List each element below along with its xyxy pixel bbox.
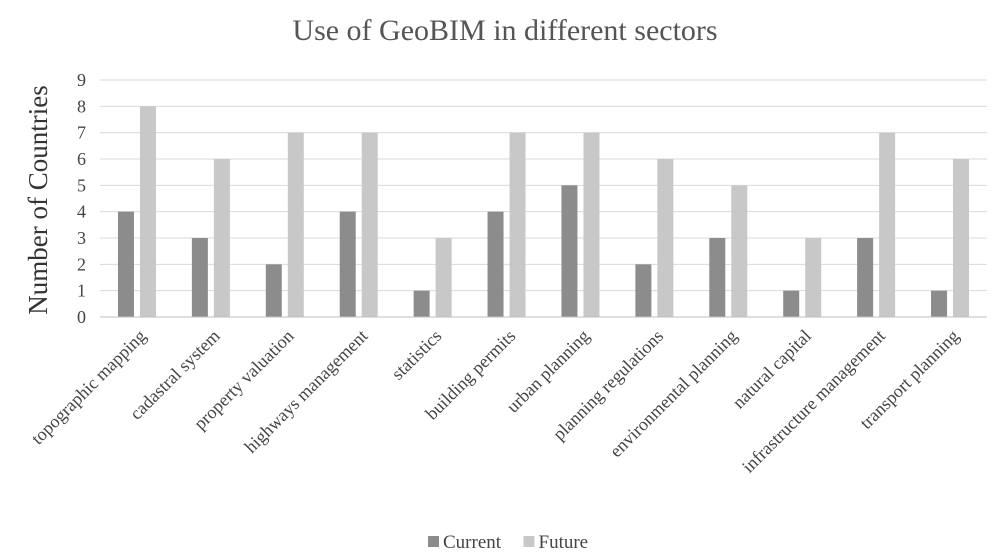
bar-future-1 xyxy=(139,106,156,317)
x-category-label: topographic mapping xyxy=(27,326,150,449)
x-category-label: highways management xyxy=(240,326,371,457)
bar-current-6 xyxy=(487,211,504,317)
bar-current-1 xyxy=(117,211,134,317)
gridlines xyxy=(100,79,987,292)
bar-future-4 xyxy=(361,132,378,317)
bar-future-5 xyxy=(435,238,452,317)
legend-swatch-future xyxy=(523,536,535,547)
bar-future-10 xyxy=(805,238,822,317)
bar-current-11 xyxy=(857,238,874,317)
y-tick-label: 2 xyxy=(77,254,86,274)
y-tick-label: 9 xyxy=(77,70,86,90)
y-tick-label: 7 xyxy=(77,123,86,143)
chart-title: Use of GeoBIM in different sectors xyxy=(292,14,717,47)
bar-current-9 xyxy=(709,238,726,317)
bar-current-7 xyxy=(561,185,578,317)
legend-label-future: Future xyxy=(539,532,589,553)
bar-current-10 xyxy=(783,290,800,317)
bar-future-7 xyxy=(583,132,600,317)
bar-future-2 xyxy=(213,159,230,317)
y-axis-ticks: 0 1 2 3 4 5 6 7 8 9 xyxy=(77,70,86,327)
bar-current-4 xyxy=(339,211,356,317)
bar-current-8 xyxy=(635,264,652,317)
bar-future-8 xyxy=(657,159,674,317)
y-tick-label: 8 xyxy=(77,96,86,116)
bar-future-3 xyxy=(287,132,304,317)
bar-future-9 xyxy=(731,185,748,317)
bar-current-12 xyxy=(931,290,948,317)
x-category-label: statistics xyxy=(387,326,445,384)
legend-label-current: Current xyxy=(443,532,502,553)
bar-future-6 xyxy=(509,132,526,317)
x-category-label: environmental planning xyxy=(606,326,741,461)
legend-swatch-current xyxy=(428,536,439,547)
bar-current-2 xyxy=(191,238,208,317)
y-tick-label: 1 xyxy=(77,281,86,301)
bars xyxy=(117,106,970,317)
bar-current-5 xyxy=(413,290,430,317)
bar-future-12 xyxy=(953,159,970,317)
bar-current-3 xyxy=(265,264,282,317)
legend: Current Future xyxy=(428,532,588,553)
y-axis-label: Number of Countries xyxy=(23,85,53,314)
y-tick-label: 4 xyxy=(77,202,86,222)
y-tick-label: 6 xyxy=(77,149,86,169)
y-tick-label: 0 xyxy=(77,307,86,327)
y-tick-label: 3 xyxy=(77,228,86,248)
x-category-label: infrastructure management xyxy=(738,326,889,477)
y-tick-label: 5 xyxy=(77,175,86,195)
bar-future-11 xyxy=(879,132,896,317)
